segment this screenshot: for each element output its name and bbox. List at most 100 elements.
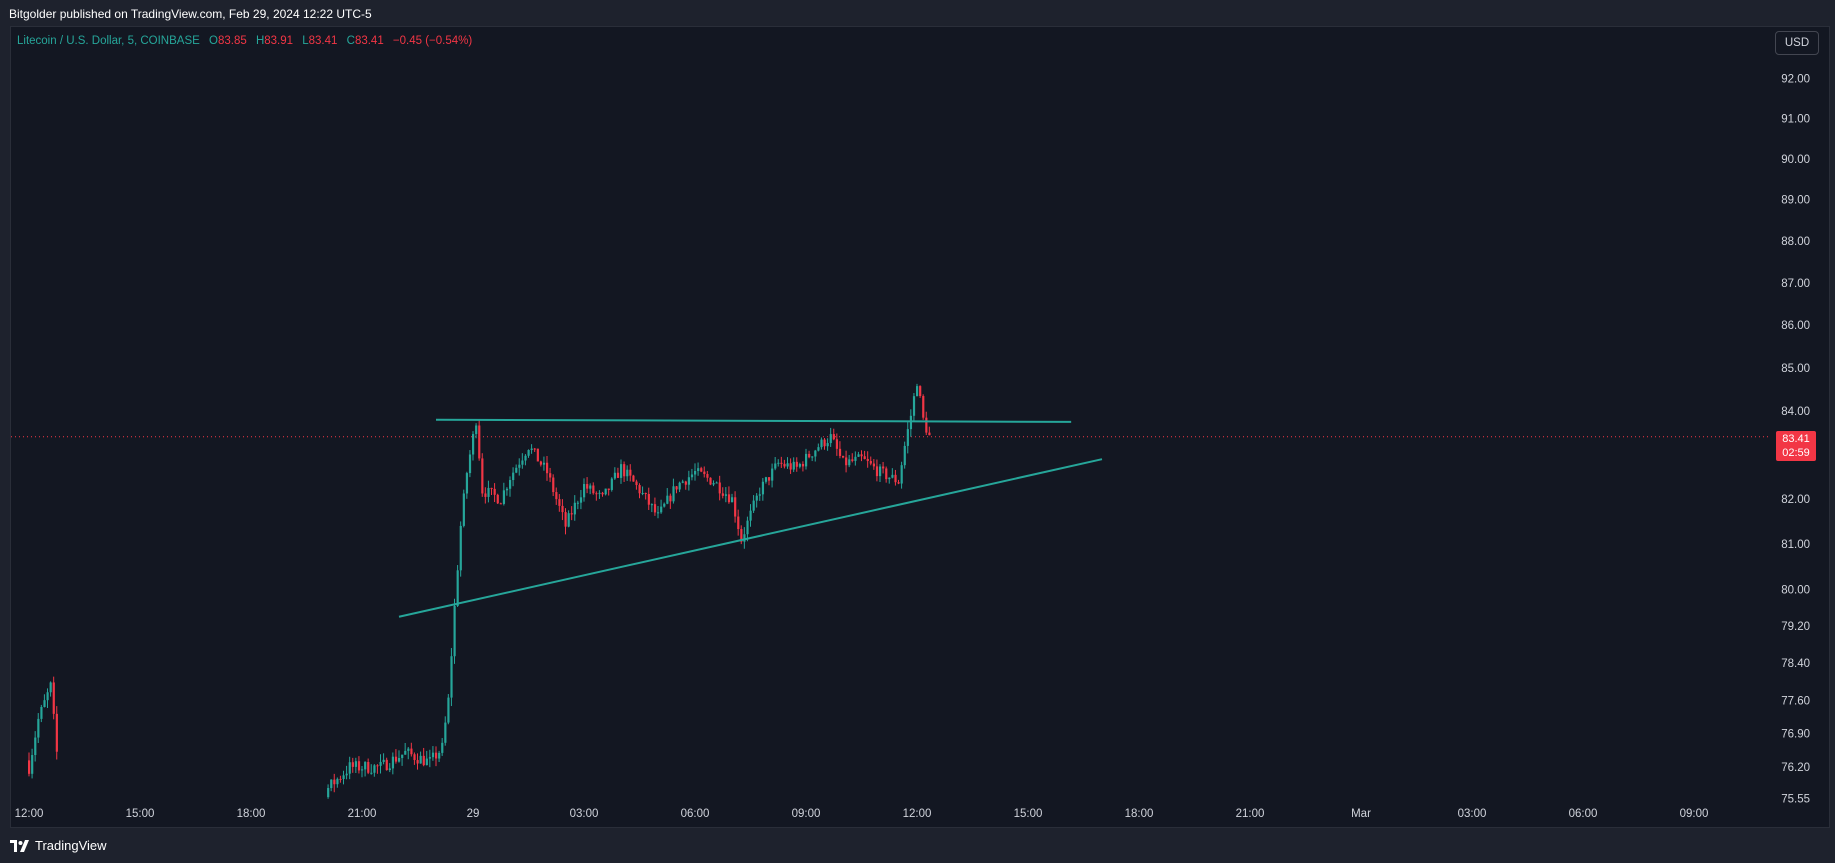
candle-body xyxy=(851,459,854,461)
candle-body xyxy=(700,468,703,472)
time-tick-label: 18:00 xyxy=(237,808,266,820)
candle-body xyxy=(413,754,416,761)
candle-body xyxy=(916,386,919,397)
candle-body xyxy=(499,503,502,505)
candle-body xyxy=(481,458,484,494)
trendline xyxy=(398,458,1103,618)
candle-body xyxy=(644,492,647,494)
candle-body xyxy=(752,500,755,511)
candle-body xyxy=(650,504,654,506)
candle-body xyxy=(367,762,370,773)
candle-body xyxy=(721,493,724,496)
candle-body xyxy=(431,752,435,758)
candle-body xyxy=(647,493,650,505)
candle-body xyxy=(512,472,515,481)
candle-body xyxy=(897,482,900,484)
tradingview-logo-icon xyxy=(10,839,29,852)
candle-body xyxy=(663,503,666,507)
price-tick-label: 87.00 xyxy=(1781,278,1810,290)
candle-body xyxy=(351,762,354,767)
candle-body xyxy=(472,434,475,455)
price-axis: 92.00 91.00 90.00 89.00 88.00 87.00 86.00 85.00… xyxy=(1781,74,1810,806)
symbol-legend[interactable]: Litecoin / U.S. Dollar, 5, COINBASE O83.… xyxy=(17,35,472,47)
trendlines xyxy=(398,418,1103,618)
candle-body xyxy=(401,754,404,759)
last-price-tag: 83.41 02:59 xyxy=(1776,431,1816,461)
candle-body xyxy=(731,497,734,503)
candle-body xyxy=(626,469,629,477)
candle-body xyxy=(330,779,333,789)
candle-body xyxy=(422,755,425,766)
candle-body xyxy=(394,756,398,762)
candle-body xyxy=(447,697,450,723)
candle-body xyxy=(521,460,524,465)
candle-body xyxy=(724,494,728,496)
candle-body xyxy=(798,463,802,467)
candle-body xyxy=(718,482,721,494)
candle-body xyxy=(468,454,472,474)
candle-body xyxy=(925,417,928,433)
candle-body xyxy=(40,706,43,719)
candle-body xyxy=(620,464,623,478)
candle-body xyxy=(46,692,49,701)
candle-body xyxy=(817,447,820,451)
last-price-value: 83.41 xyxy=(1782,433,1810,445)
candle-body xyxy=(922,396,925,418)
candle-body xyxy=(601,492,604,495)
candle-body xyxy=(558,499,561,506)
candle-body xyxy=(539,461,543,465)
candle-body xyxy=(542,462,546,465)
candle-body xyxy=(410,748,413,755)
candle-body xyxy=(34,737,37,756)
price-tick-label: 82.00 xyxy=(1781,494,1810,506)
candle-body xyxy=(888,477,891,480)
candle-body xyxy=(37,718,40,738)
candle-body xyxy=(462,493,465,526)
candle-body xyxy=(768,477,771,481)
candle-body xyxy=(339,778,342,780)
time-tick-label: 09:00 xyxy=(792,808,821,820)
candle-body xyxy=(388,768,391,771)
candle-body xyxy=(607,488,610,490)
candle-body xyxy=(872,463,876,467)
candle-body xyxy=(755,495,758,501)
time-tick-label: 03:00 xyxy=(1458,808,1487,820)
candle-body xyxy=(712,483,715,485)
candle-body xyxy=(786,463,789,467)
candle-body xyxy=(629,469,632,476)
candle-body xyxy=(459,525,462,571)
price-tick-label: 77.60 xyxy=(1781,696,1810,708)
footer-branding[interactable]: TradingView xyxy=(10,838,107,853)
candle-body xyxy=(749,510,752,521)
candle-body xyxy=(407,748,410,751)
candle-body xyxy=(845,457,848,466)
candle-body xyxy=(801,463,805,467)
candle-body xyxy=(502,490,506,504)
candle-body xyxy=(385,759,388,771)
close-value: 83.41 xyxy=(354,35,384,47)
price-tick-label: 75.55 xyxy=(1781,793,1810,805)
candle-body xyxy=(675,486,678,490)
trendline xyxy=(435,418,1072,423)
price-tick-label: 76.20 xyxy=(1781,762,1810,774)
candle-body xyxy=(496,494,499,504)
candle-body xyxy=(681,481,684,483)
candle-body xyxy=(823,439,826,447)
candle-body xyxy=(795,461,798,467)
chart-pane[interactable] xyxy=(10,26,1830,828)
currency-button[interactable]: USD xyxy=(1775,31,1819,55)
price-tick-label: 91.00 xyxy=(1781,114,1810,126)
candle-body xyxy=(493,488,496,495)
open-label: O xyxy=(209,35,218,47)
candle-body xyxy=(734,497,737,517)
candle-body xyxy=(530,448,533,451)
candle-body xyxy=(706,474,709,478)
candle-body xyxy=(465,473,469,494)
time-tick-label: 03:00 xyxy=(570,808,599,820)
candle-body xyxy=(404,750,407,755)
candle-body xyxy=(613,472,617,479)
time-tick-label: 18:00 xyxy=(1125,808,1154,820)
candle-body xyxy=(727,494,731,503)
low-value: 83.41 xyxy=(308,35,338,47)
